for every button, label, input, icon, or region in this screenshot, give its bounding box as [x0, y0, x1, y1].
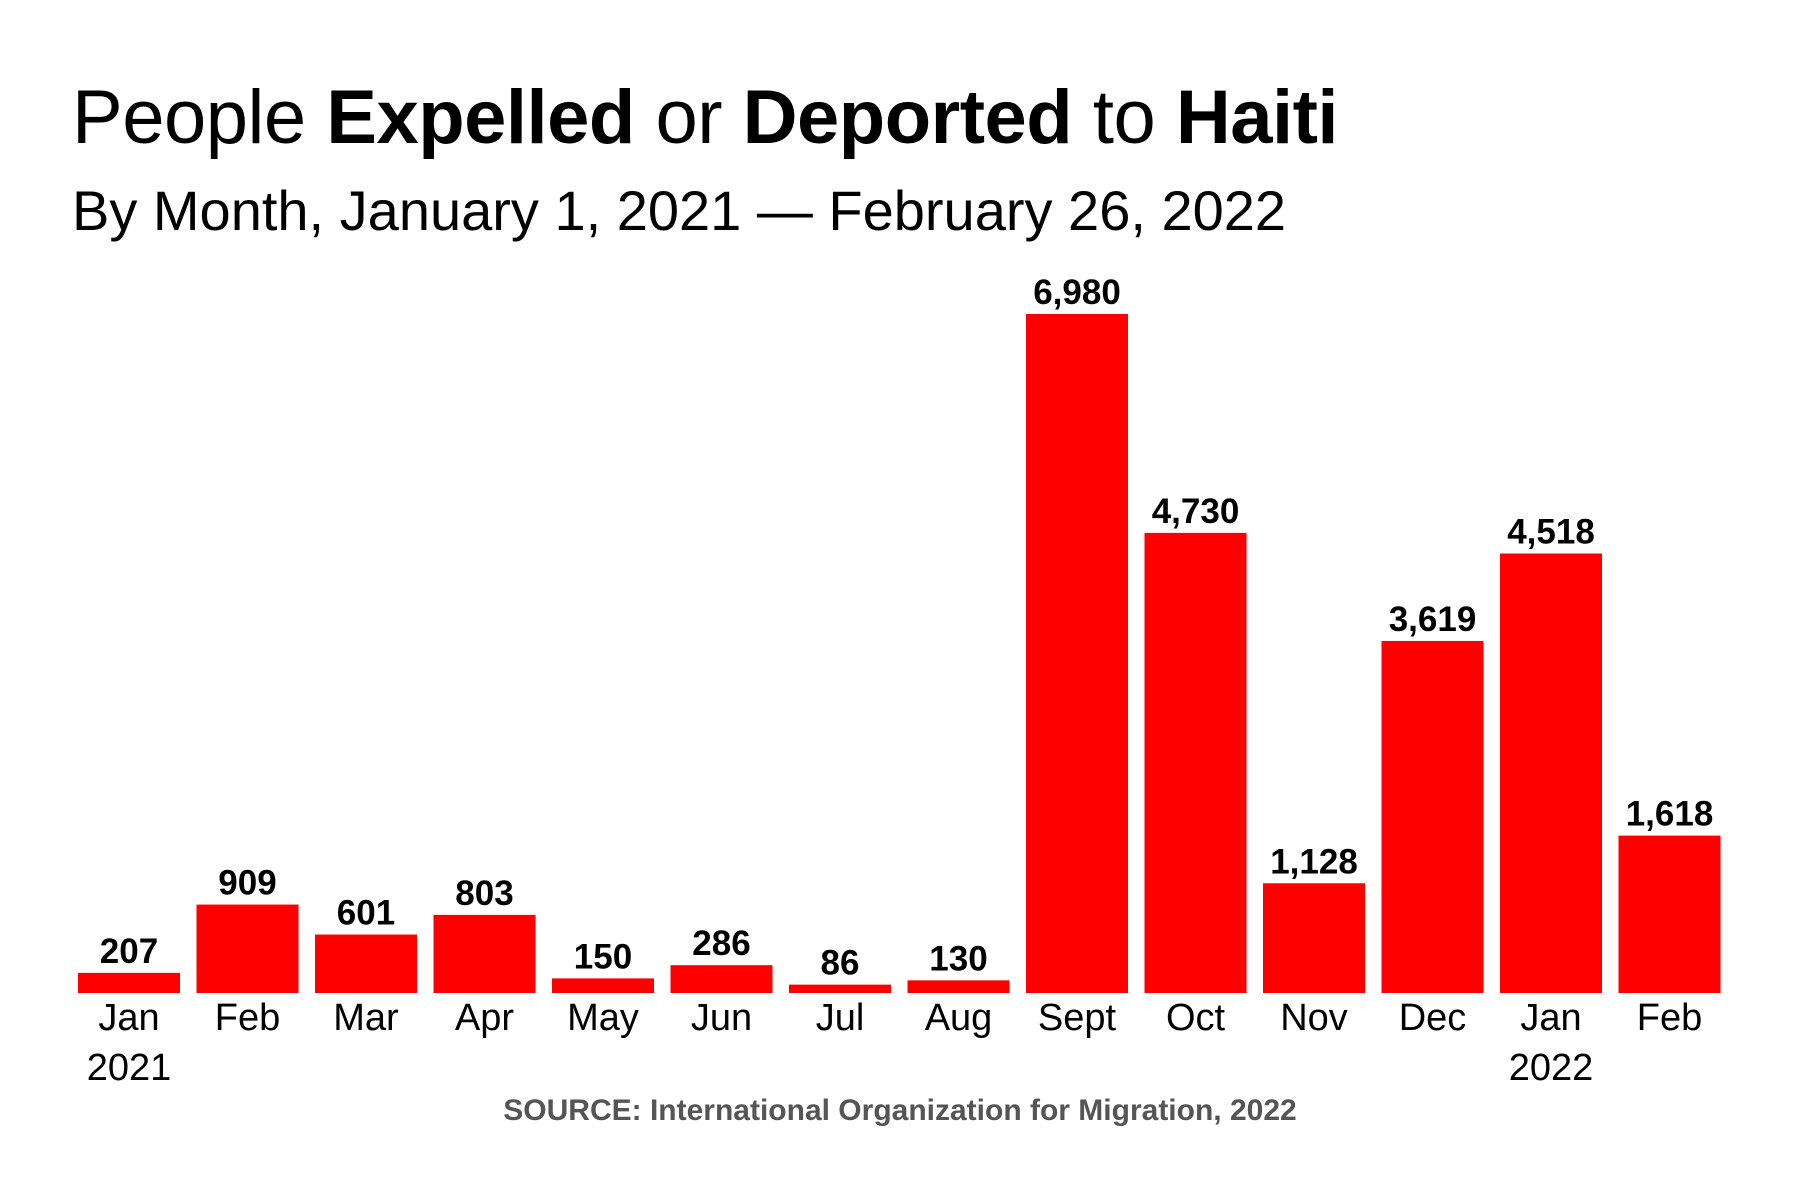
value-label: 1,618	[1626, 795, 1714, 834]
x-tick-label: Jun	[691, 997, 752, 1039]
value-label: 207	[100, 932, 158, 971]
x-tick-label: Jan	[98, 997, 159, 1039]
x-tick-label: Nov	[1280, 997, 1348, 1039]
value-label: 909	[218, 864, 276, 903]
x-tick-label: Jul	[816, 997, 865, 1039]
bar-11	[1381, 640, 1484, 993]
value-label: 803	[455, 874, 513, 913]
bar-6	[789, 984, 891, 993]
x-tick-label: Jan	[1520, 997, 1581, 1039]
value-label: 86	[821, 944, 860, 983]
bar-1	[196, 904, 299, 993]
value-label: 6,980	[1033, 273, 1121, 312]
bar-4	[552, 978, 654, 993]
value-label: 130	[929, 939, 987, 978]
year-label: 2021	[87, 1047, 172, 1089]
bar-5	[670, 965, 773, 993]
x-tick-label: Oct	[1166, 997, 1226, 1039]
bar-10	[1263, 883, 1365, 993]
bar-2	[315, 934, 417, 993]
bar-12	[1500, 553, 1602, 993]
value-label: 286	[692, 924, 750, 963]
x-tick-label: Dec	[1399, 997, 1467, 1039]
chart-title: People Expelled or Deported to Haiti	[72, 75, 1339, 160]
bar-7	[907, 980, 1010, 993]
source-note: SOURCE: International Organization for M…	[503, 1094, 1296, 1127]
value-label: 150	[574, 937, 632, 976]
bar-8	[1026, 314, 1128, 993]
value-label: 601	[337, 894, 395, 933]
value-label: 3,619	[1389, 600, 1477, 639]
x-tick-label: Sept	[1038, 997, 1117, 1039]
bar-13	[1618, 835, 1721, 993]
chart-subtitle: By Month, January 1, 2021 — February 26,…	[72, 179, 1287, 242]
x-tick-label: May	[567, 997, 639, 1039]
year-label: 2022	[1509, 1047, 1594, 1089]
bar-3	[433, 914, 536, 993]
value-label: 4,518	[1507, 512, 1595, 551]
x-tick-label: Feb	[215, 997, 280, 1039]
value-label: 4,730	[1152, 492, 1240, 531]
x-tick-label: Aug	[925, 997, 993, 1039]
x-tick-label: Feb	[1637, 997, 1702, 1039]
bar-0	[78, 972, 180, 993]
bar-9	[1144, 532, 1247, 993]
x-tick-label: Apr	[455, 997, 514, 1039]
value-label: 1,128	[1270, 842, 1358, 881]
x-tick-label: Mar	[333, 997, 399, 1039]
